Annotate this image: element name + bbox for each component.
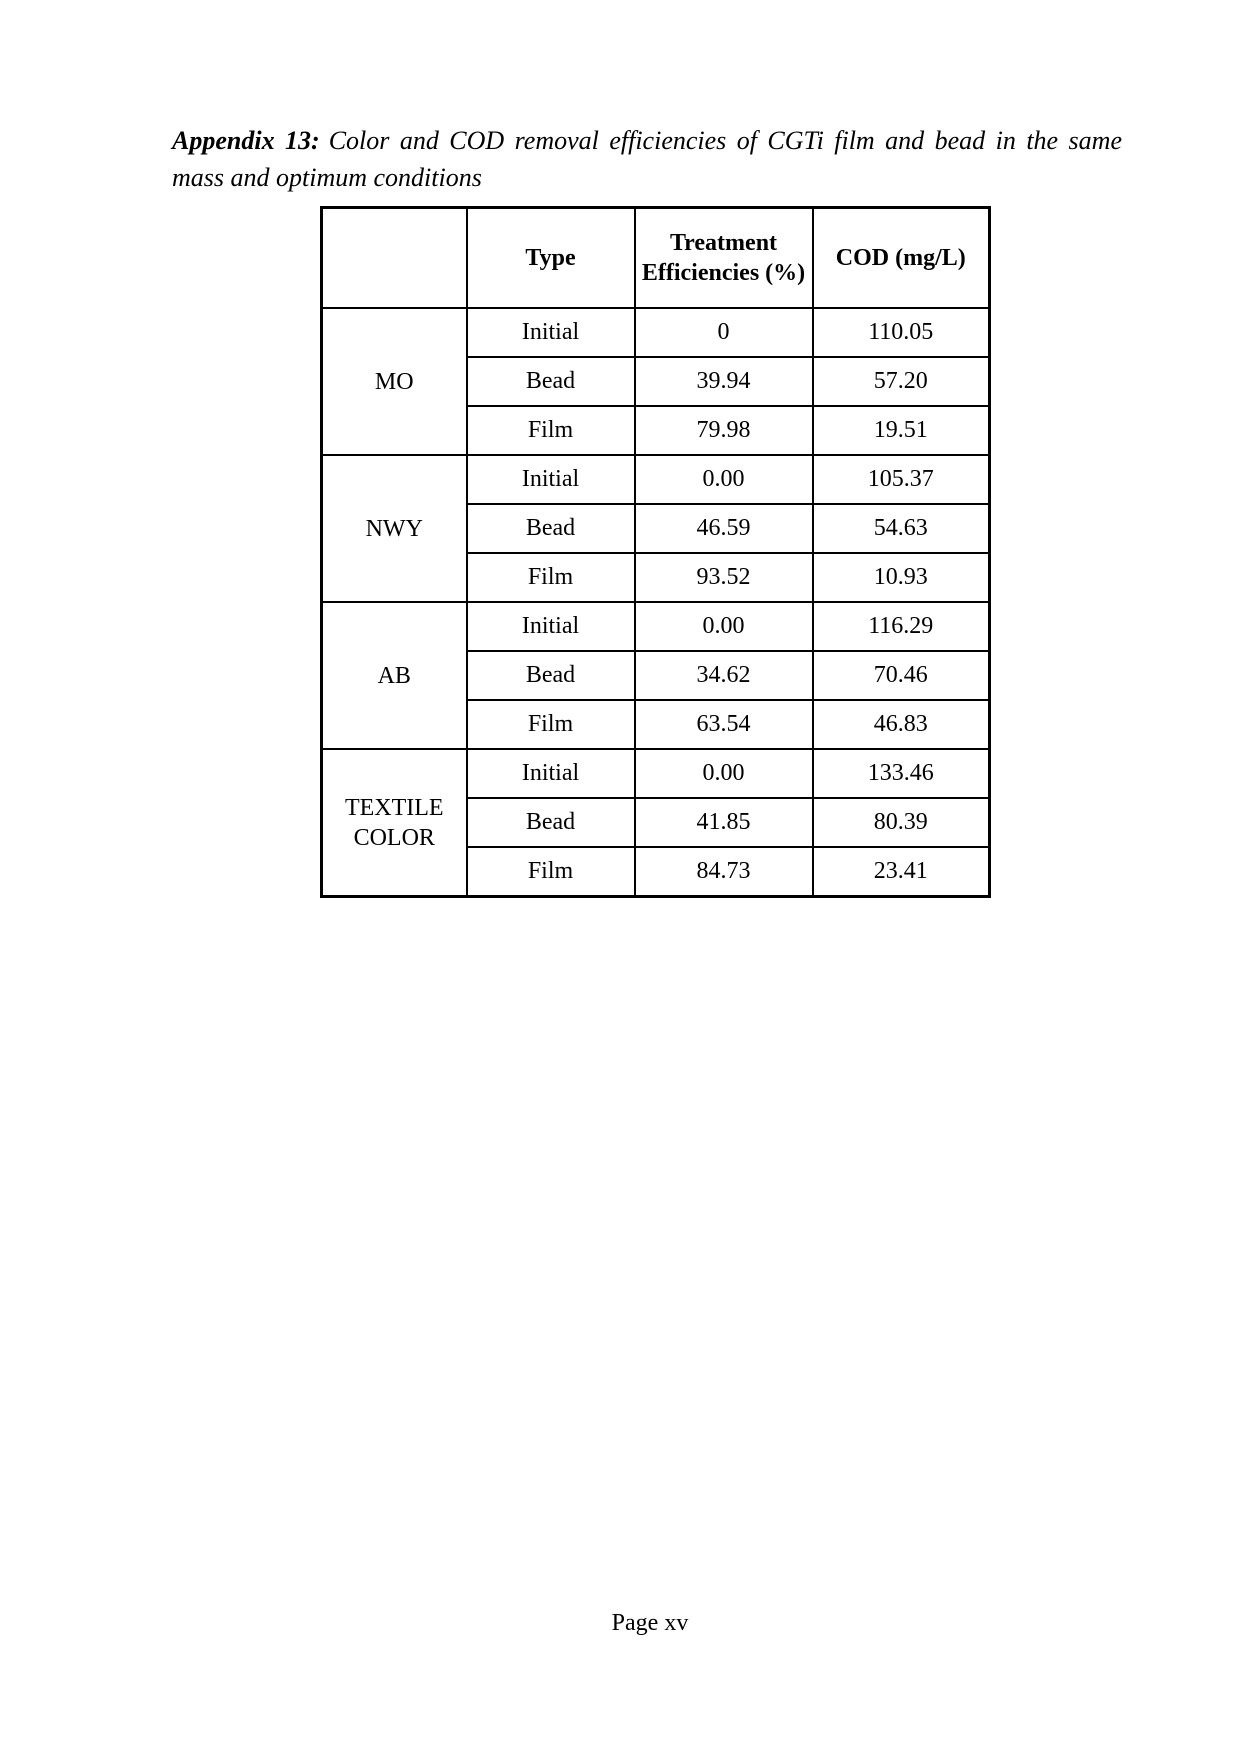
appendix-title-line-2: mass and optimum conditions: [172, 163, 482, 192]
table-row: Film 63.54 46.83: [322, 699, 991, 750]
header-cod: COD (mg/L): [811, 206, 991, 309]
cod-cell: 105.37: [811, 454, 991, 505]
type-cell: Bead: [465, 503, 636, 554]
appendix-title-text: Color and COD removal efficiencies of CG…: [328, 126, 1122, 155]
cod-cell: 116.29: [811, 601, 991, 652]
cod-cell: 110.05: [811, 307, 991, 358]
table-row: Film 79.98 19.51: [322, 405, 991, 456]
appendix-title-label: Appendix 13:: [172, 126, 320, 155]
type-cell: Film: [465, 552, 636, 603]
type-cell: Film: [465, 699, 636, 750]
cod-cell: 80.39: [811, 797, 991, 848]
table-row: Bead 46.59 54.63: [322, 503, 991, 554]
efficiency-cell: 0.00: [633, 601, 814, 652]
cod-cell: 10.93: [811, 552, 991, 603]
cod-cell: 19.51: [811, 405, 991, 456]
efficiency-cell: 46.59: [633, 503, 814, 554]
cod-cell: 57.20: [811, 356, 991, 407]
group-label-nwy: NWY: [320, 454, 468, 603]
cod-cell: 133.46: [811, 748, 991, 799]
efficiency-cell: 41.85: [633, 797, 814, 848]
efficiency-cell: 63.54: [633, 699, 814, 750]
cod-cell: 23.41: [811, 846, 991, 898]
type-cell: Initial: [465, 748, 636, 799]
type-cell: Initial: [465, 454, 636, 505]
group-label-mo: MO: [320, 307, 468, 456]
table-row: Film 84.73 23.41: [322, 846, 991, 898]
type-cell: Bead: [465, 356, 636, 407]
type-cell: Film: [465, 846, 636, 898]
cod-cell: 54.63: [811, 503, 991, 554]
efficiency-cell: 0.00: [633, 748, 814, 799]
header-type: Type: [465, 206, 636, 309]
efficiency-cell: 39.94: [633, 356, 814, 407]
table-row: Bead 34.62 70.46: [322, 650, 991, 701]
page-footer: Page xv: [611, 1610, 689, 1636]
type-cell: Initial: [465, 307, 636, 358]
efficiency-cell: 34.62: [633, 650, 814, 701]
efficiency-cell: 84.73: [633, 846, 814, 898]
type-cell: Bead: [465, 650, 636, 701]
group-label-textile-color: TEXTILE COLOR: [320, 748, 468, 898]
group-label-ab: AB: [320, 601, 468, 750]
appendix-title: Appendix 13: Color and COD removal effici…: [172, 122, 1122, 196]
table-row: Bead 41.85 80.39: [322, 797, 991, 848]
table-row: Bead 39.94 57.20: [322, 356, 991, 407]
type-cell: Film: [465, 405, 636, 456]
type-cell: Bead: [465, 797, 636, 848]
header-treatment-efficiencies: Treatment Efficiencies (%): [633, 206, 814, 309]
table-row: TEXTILE COLOR Initial 0.00 133.46: [320, 748, 991, 898]
cod-cell: 70.46: [811, 650, 991, 701]
type-cell: Initial: [465, 601, 636, 652]
table-row: NWY Initial 0.00 105.37: [320, 454, 991, 603]
results-table: Type Treatment Efficiencies (%) COD (mg/…: [320, 206, 991, 898]
appendix-title-line-1: Appendix 13: Color and COD removal effici…: [172, 122, 1122, 159]
table-row: AB Initial 0.00 116.29: [320, 601, 991, 750]
table-row: Film 93.52 10.93: [322, 552, 991, 603]
cod-cell: 46.83: [811, 699, 991, 750]
efficiency-cell: 0.00: [633, 454, 814, 505]
efficiency-cell: 79.98: [633, 405, 814, 456]
header-group-empty: [320, 206, 468, 309]
efficiency-cell: 0: [633, 307, 814, 358]
table-header-row: Type Treatment Efficiencies (%) COD (mg/…: [320, 206, 991, 309]
efficiency-cell: 93.52: [633, 552, 814, 603]
table-row: MO Initial 0 110.05: [320, 307, 991, 456]
